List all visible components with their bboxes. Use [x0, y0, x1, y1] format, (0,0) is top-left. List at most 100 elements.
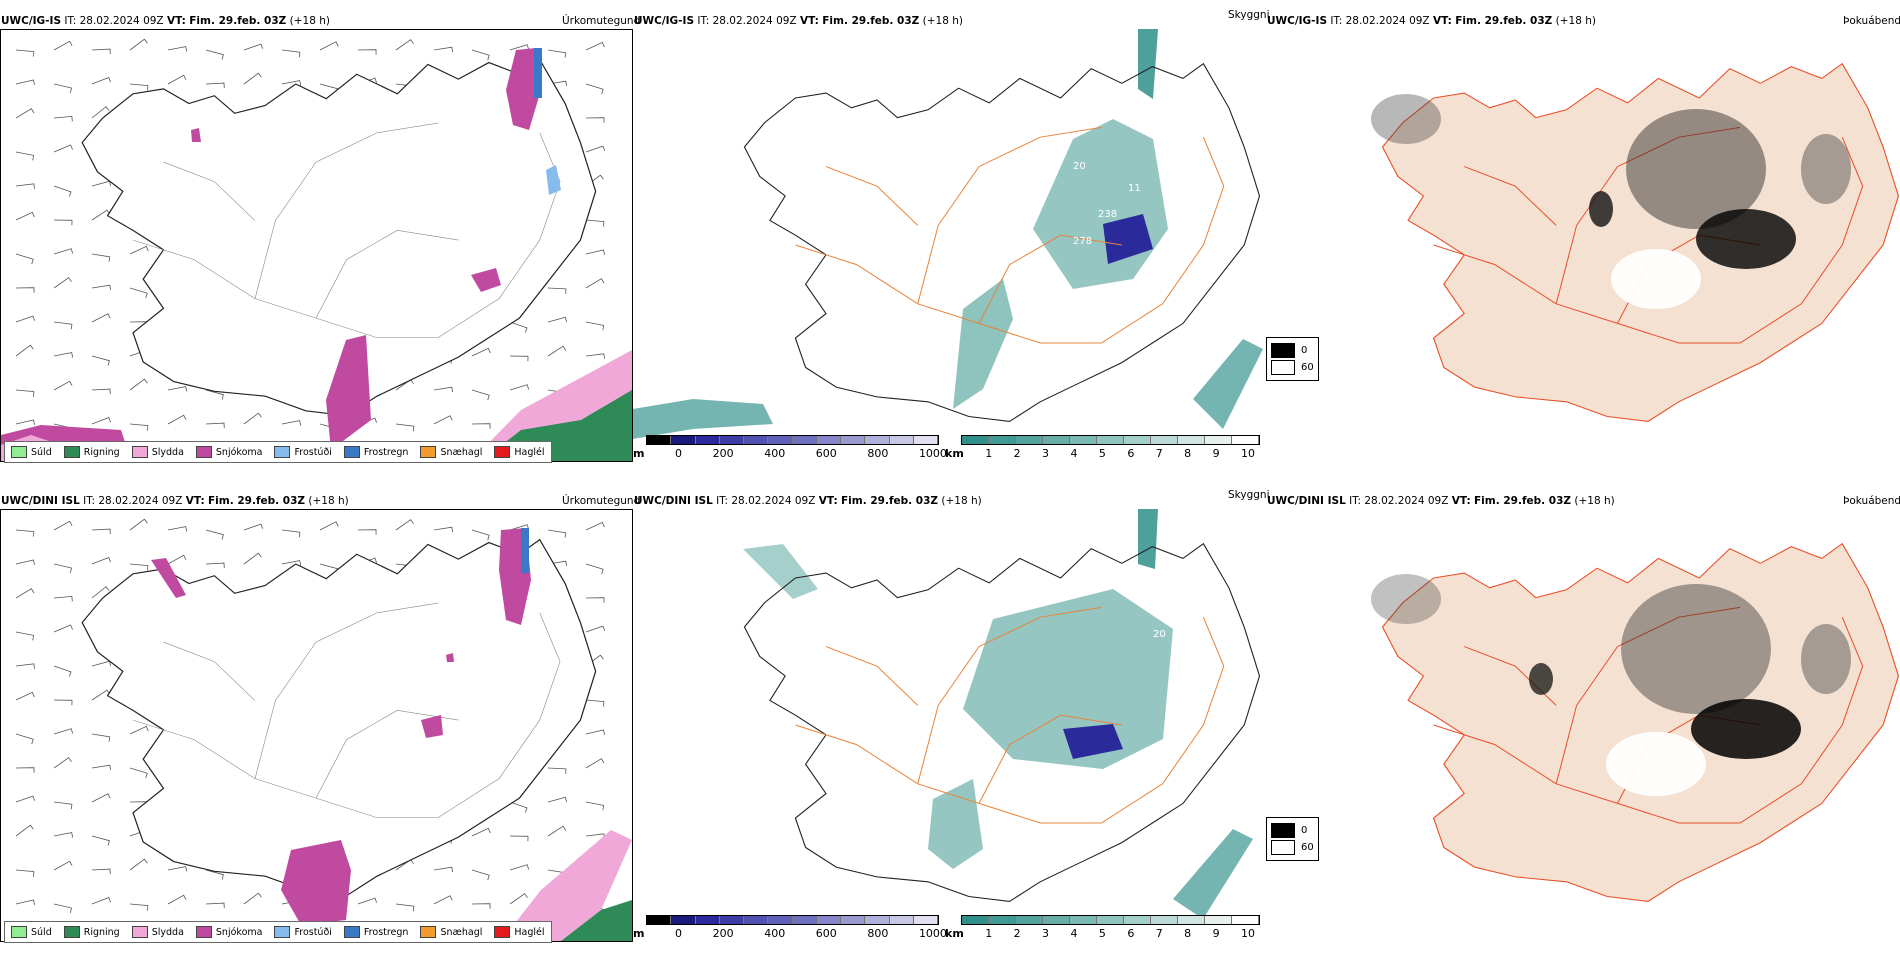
wind-barb	[53, 699, 73, 706]
legend-label: Súld	[31, 926, 52, 938]
wind-barb	[509, 44, 530, 51]
visibility-panel-row2: UWC/DINI ISL IT: 28.02.2024 09Z VT: Fim.…	[633, 489, 1270, 953]
legend-label: Rigning	[83, 446, 120, 458]
wind-barb	[395, 39, 414, 51]
wind-barb	[53, 352, 74, 358]
legend-label: Slydda	[151, 446, 184, 458]
wind-barb	[509, 835, 529, 842]
wind-barb	[585, 729, 605, 735]
wind-barb	[319, 521, 339, 531]
wind-barb	[205, 49, 224, 60]
wind-barb	[53, 728, 74, 735]
legend-label: Snæhagl	[440, 926, 483, 938]
wind-barb	[243, 523, 263, 531]
wind-barb	[53, 832, 74, 838]
colorbar-tick-label: 9	[1212, 927, 1220, 940]
wind-barb	[585, 353, 605, 359]
legend-label: Haglél	[514, 926, 545, 938]
colorbar-segment	[1151, 436, 1178, 444]
wind-barb	[15, 767, 35, 773]
wind-barb	[15, 315, 35, 323]
colorbar-segment	[1232, 436, 1259, 444]
colorbar-segment	[889, 436, 914, 444]
wind-barb	[547, 529, 567, 538]
wind-barb	[53, 624, 73, 633]
wind-barb	[91, 586, 110, 599]
wind-barb	[91, 416, 111, 425]
wind-barb	[91, 76, 111, 85]
legend-swatch	[63, 926, 80, 938]
legend-label: Súld	[31, 446, 52, 458]
wind-barb	[91, 313, 111, 323]
wind-barb	[547, 796, 568, 803]
wind-barb	[53, 219, 73, 226]
vis-ticks-m: m 0 200 400 600 800 1000	[633, 447, 947, 460]
fog-legend: 0 60	[1266, 337, 1319, 381]
colorbar-unit: m	[633, 447, 645, 460]
colorbar-tick-label: 10	[1241, 447, 1255, 460]
colorbar-tick-label: 600	[815, 447, 837, 460]
wind-barb	[167, 414, 187, 425]
cloud-panel-row1: UWC/IG-IS IT: 28.02.2024 09Z VT: Fim. 29…	[1266, 13, 1900, 473]
wind-barb	[205, 562, 225, 569]
colorbar-tick-label: 0	[675, 447, 683, 460]
wind-barb	[53, 563, 72, 573]
colorbar-tick-label: 5	[1098, 447, 1106, 460]
visibility-map-canvas: 61 43 48 72 238 278 20 11	[633, 29, 1263, 439]
colorbar-segment	[792, 436, 817, 444]
colorbar-segment	[1043, 916, 1070, 924]
wind-barb	[91, 896, 111, 905]
colorbar-tick-label: 0	[675, 927, 683, 940]
colorbar-tick-label: 1000	[918, 447, 947, 460]
wind-barb	[129, 423, 149, 431]
wind-barb	[471, 49, 490, 61]
wind-barb	[471, 389, 490, 401]
wind-barb	[547, 767, 567, 774]
visibility-value-label: 202	[966, 621, 985, 632]
wind-barb	[585, 801, 605, 811]
wind-barb	[91, 528, 111, 535]
wind-barb	[91, 253, 111, 262]
wind-barb	[509, 524, 530, 531]
panel-title: UWC/IG-IS IT: 28.02.2024 09Z VT: Fim. 29…	[634, 15, 963, 27]
colorbar-segment	[816, 436, 841, 444]
legend-item: Snæhagl	[420, 926, 482, 938]
visibility-value-label: 11	[1128, 183, 1141, 194]
wind-barb	[91, 689, 111, 701]
wind-barb	[357, 529, 377, 535]
colorbar-segment	[1070, 436, 1097, 444]
fog-legend-swatch	[1271, 360, 1295, 375]
wind-barb	[15, 631, 35, 641]
wind-barb	[205, 869, 224, 880]
wind-barb	[585, 758, 605, 769]
fog-legend-label: 0	[1301, 825, 1308, 836]
panel-title: UWC/DINI ISL IT: 28.02.2024 09Z VT: Fim.…	[1, 495, 349, 507]
wind-barb	[243, 892, 262, 905]
wind-barb	[53, 801, 73, 810]
wind-barb	[15, 795, 35, 803]
wind-barb	[243, 412, 262, 425]
wind-barb	[205, 389, 224, 400]
wind-barb	[281, 49, 301, 58]
vis-ticks-km: km 1 2 3 4 5 6 7 8 9 10	[945, 927, 1255, 940]
wind-barb	[91, 388, 111, 395]
legend-item: Rigning	[63, 446, 120, 458]
wind-barb	[129, 858, 148, 871]
wind-barb	[91, 48, 111, 55]
legend-swatch	[195, 446, 212, 458]
wind-barb	[15, 529, 35, 537]
legend-label: Frostregn	[363, 926, 409, 938]
precip-map	[0, 29, 633, 462]
wind-barb	[53, 665, 72, 677]
legend-item: Frostúði	[274, 446, 332, 458]
colorbar-tick-label: 2	[1013, 927, 1021, 940]
vis-colorbar-m	[646, 435, 939, 445]
legend-swatch	[131, 926, 148, 938]
legend-swatch	[420, 446, 437, 458]
colorbar-segment	[841, 436, 866, 444]
wind-barb	[471, 869, 490, 881]
visibility-title: Skyggni	[1228, 9, 1270, 21]
wind-barb	[585, 563, 604, 575]
legend-item: Snæhagl	[420, 446, 482, 458]
visibility-value-label: 20	[1073, 161, 1086, 172]
